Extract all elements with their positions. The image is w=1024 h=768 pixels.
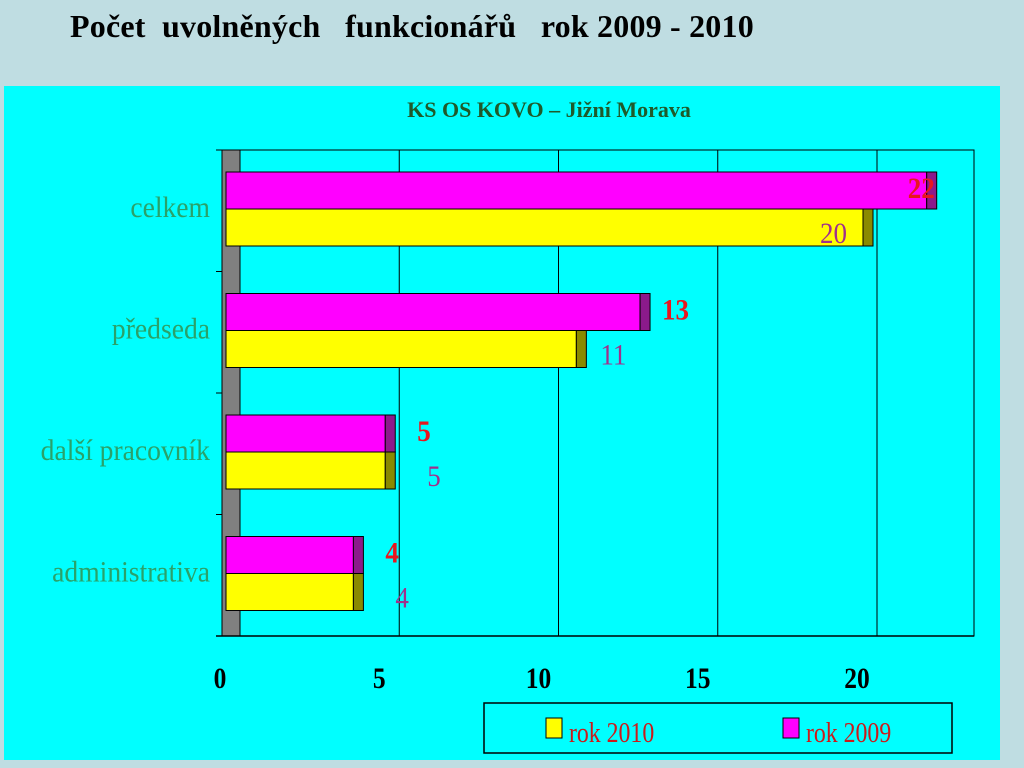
bars: [225, 171, 938, 611]
value-labels: 22 20 13 11 5 5 4 4: [385, 173, 934, 615]
category-label-další-pracovník: další pracovník: [41, 434, 211, 467]
x-tick-labels: 0 5 10 15 20: [214, 662, 870, 695]
bar-rok-2009-další-pracovník: [225, 414, 386, 453]
chart-title: KS OS KOVO – Jižní Morava: [407, 97, 691, 122]
legend-swatch-rok-2009: [782, 717, 800, 739]
x-tick-label: 20: [844, 662, 869, 695]
value-label-rok-2009-další-pracovník: 5: [417, 416, 430, 449]
x-tick-label: 10: [526, 662, 551, 695]
bar-rok-2009-předseda: [225, 293, 641, 331]
bar-side: [352, 573, 364, 611]
category-label-administrativa: administrativa: [52, 555, 210, 588]
value-label-rok-2009-celkem: 22: [908, 173, 935, 206]
bar-side: [352, 536, 364, 574]
x-tick-label: 5: [373, 662, 386, 695]
x-tick-label: 0: [214, 662, 227, 695]
bar-side: [862, 208, 874, 247]
bar-rok-2010-administrativa: [225, 573, 354, 611]
bar-side: [384, 451, 396, 490]
bar-side: [926, 171, 938, 210]
value-label-rok-2010-administrativa: 4: [395, 582, 408, 615]
value-label-rok-2010-předseda: 11: [600, 339, 626, 372]
bar-rok-2010-další-pracovník: [225, 451, 386, 490]
value-label-rok-2010-další-pracovník: 5: [427, 461, 440, 494]
legend-label-rok-2009: rok 2009: [806, 717, 891, 748]
bar-rok-2009-administrativa: [225, 536, 354, 574]
value-label-rok-2009-administrativa: 4: [385, 537, 398, 570]
bar-rok-2009-celkem: [225, 171, 928, 210]
slide-title: Počet uvolněných funkcionářů rok 2009 - …: [70, 8, 754, 44]
value-label-rok-2009-předseda: 13: [662, 294, 689, 327]
legend-label-rok-2010: rok 2010: [569, 717, 654, 748]
bar-side: [384, 414, 396, 453]
bar-side: [639, 293, 651, 331]
value-label-rok-2010-celkem: 20: [820, 218, 847, 251]
x-tick-label: 15: [685, 662, 710, 695]
category-labels: celkem předseda další pracovník administrat…: [41, 191, 211, 589]
bar-side: [575, 330, 587, 368]
bar-rok-2010-celkem: [225, 208, 864, 247]
category-label-předseda: předseda: [112, 312, 210, 345]
bar-rok-2010-předseda: [225, 330, 577, 368]
category-label-celkem: celkem: [130, 191, 210, 224]
legend: rok 2010 rok 2009: [483, 702, 953, 754]
legend-swatch-rok-2010: [545, 717, 563, 739]
